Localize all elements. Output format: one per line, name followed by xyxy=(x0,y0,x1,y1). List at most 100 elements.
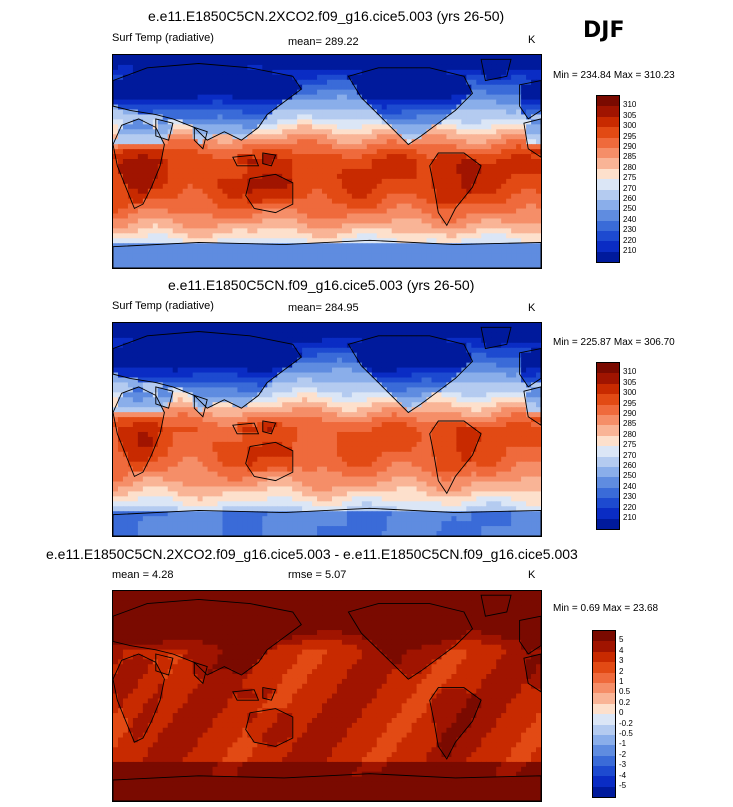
colorbar-swatch xyxy=(597,241,619,252)
colorbar-swatch xyxy=(597,373,619,384)
colorbar-tick-label: -0.2 xyxy=(619,718,633,728)
coastline xyxy=(523,386,541,426)
colorbar-tick-label: 3 xyxy=(619,656,624,666)
colorbar-swatch xyxy=(597,231,619,242)
panel2-title: e.e11.E1850C5CN.f09_g16.cice5.003 (yrs 2… xyxy=(168,277,475,293)
colorbar-swatch xyxy=(593,714,615,725)
panel3-units: K xyxy=(528,569,536,581)
coastline xyxy=(429,420,482,495)
colorbar-tick-label: 260 xyxy=(623,194,637,203)
colorbar-tick-label: -4 xyxy=(619,770,627,780)
colorbar-swatch xyxy=(597,106,619,117)
colorbar-swatch xyxy=(597,147,619,159)
colorbar-swatch xyxy=(597,466,619,478)
colorbar-tick-label: 290 xyxy=(623,409,637,418)
colorbar-tick-label: -5 xyxy=(619,781,627,790)
colorbar-swatch xyxy=(597,127,619,138)
panel1-colorbar xyxy=(596,95,620,264)
coastline xyxy=(480,594,512,617)
panel3-map xyxy=(112,590,542,802)
colorbar-tick-label: 285 xyxy=(623,152,637,162)
colorbar-swatch xyxy=(597,199,619,211)
coastline xyxy=(193,661,208,685)
panel3-title: e.e11.E1850C5CN.2XCO2.f09_g16.cice5.003 … xyxy=(46,546,578,562)
coastline xyxy=(113,598,302,676)
panel3-colorbar xyxy=(592,630,616,799)
panel3-mean: mean = 4.28 xyxy=(112,569,174,581)
colorbar-swatch xyxy=(593,672,615,683)
colorbar-tick-label: 250 xyxy=(623,204,637,214)
colorbar-tick-label: 285 xyxy=(623,419,637,429)
colorbar-tick-label: 280 xyxy=(623,429,637,439)
colorbar-swatch xyxy=(597,487,619,499)
colorbar-swatch xyxy=(597,404,619,415)
colorbar-swatch xyxy=(593,745,615,756)
panel2-mean: mean= 284.95 xyxy=(288,302,359,314)
colorbar-swatch xyxy=(593,734,615,746)
coastline xyxy=(480,326,512,350)
colorbar-swatch xyxy=(593,755,615,767)
coastline xyxy=(480,58,512,82)
colorbar-swatch xyxy=(597,137,619,148)
colorbar-swatch xyxy=(597,456,619,467)
colorbar-tick-label: 275 xyxy=(623,440,637,450)
colorbar-swatch xyxy=(593,651,615,663)
colorbar-tick-label: 0.5 xyxy=(619,687,631,697)
colorbar-tick-label: 290 xyxy=(623,142,637,151)
panel1-map xyxy=(112,54,542,269)
colorbar-swatch xyxy=(597,168,619,180)
colorbar-swatch xyxy=(597,220,619,232)
coastline xyxy=(245,441,294,482)
colorbar-swatch xyxy=(597,477,619,488)
colorbar-swatch xyxy=(593,662,615,673)
map-field xyxy=(113,55,541,268)
coastline xyxy=(232,422,260,435)
colorbar-swatch xyxy=(597,394,619,405)
panel1-title: e.e11.E1850C5CN.2XCO2.f09_g16.cice5.003 … xyxy=(148,8,505,24)
colorbar-swatch xyxy=(593,786,615,798)
colorbar-swatch xyxy=(597,508,619,519)
colorbar-tick-label: 295 xyxy=(623,398,637,408)
colorbar-swatch xyxy=(597,251,619,263)
colorbar-tick-label: 275 xyxy=(623,173,637,183)
panel2-minmax: Min = 225.87 Max = 306.70 xyxy=(553,337,675,348)
colorbar-tick-label: 220 xyxy=(623,502,637,512)
colorbar-swatch xyxy=(597,383,619,395)
colorbar-swatch xyxy=(597,363,619,374)
map-field xyxy=(113,591,541,801)
colorbar-swatch xyxy=(597,96,619,107)
colorbar-swatch xyxy=(593,693,615,704)
colorbar-tick-label: 305 xyxy=(623,110,637,120)
coastline xyxy=(347,603,474,680)
panel3-minmax: Min = 0.69 Max = 23.68 xyxy=(553,603,659,614)
colorbar-swatch xyxy=(597,158,619,169)
panel2-units: K xyxy=(528,302,536,314)
coastline xyxy=(155,386,174,409)
coastline xyxy=(113,507,541,536)
colorbar-swatch xyxy=(593,724,615,735)
colorbar-tick-label: 1 xyxy=(619,677,624,686)
colorbar-tick-label: -0.5 xyxy=(619,729,633,738)
colorbar-swatch xyxy=(597,518,619,530)
colorbar-tick-label: 210 xyxy=(623,513,637,522)
colorbar-tick-label: -2 xyxy=(619,749,627,759)
colorbar-swatch xyxy=(593,766,615,777)
colorbar-tick-label: 300 xyxy=(623,388,637,398)
colorbar-tick-label: 4 xyxy=(619,645,624,655)
panel2-colorbar xyxy=(596,362,620,531)
coastline xyxy=(113,331,302,409)
panel2-variable-label: Surf Temp (radiative) xyxy=(112,300,214,312)
panel1-variable-label: Surf Temp (radiative) xyxy=(112,32,214,44)
coastline xyxy=(113,653,165,743)
colorbar-swatch xyxy=(597,210,619,221)
coastline xyxy=(245,708,294,747)
coastline xyxy=(245,173,294,214)
coastline xyxy=(113,773,541,801)
coastline xyxy=(262,420,277,435)
coastline xyxy=(155,653,174,676)
colorbar-swatch xyxy=(593,703,615,715)
coastline xyxy=(523,653,541,693)
coastline xyxy=(232,689,260,701)
colorbar-tick-label: 310 xyxy=(623,367,637,377)
colorbar-swatch xyxy=(597,189,619,200)
